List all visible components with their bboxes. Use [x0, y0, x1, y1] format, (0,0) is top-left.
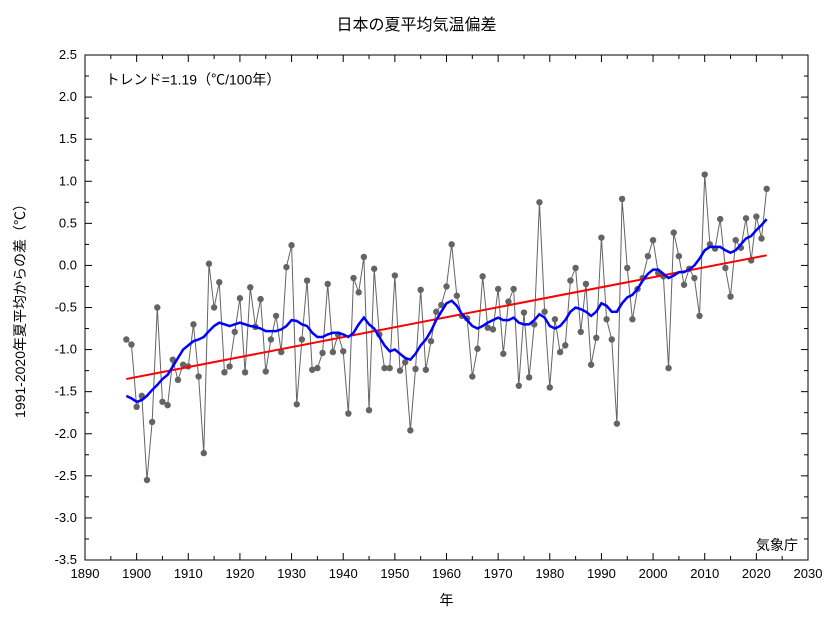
- svg-text:1990: 1990: [587, 566, 616, 581]
- svg-text:2000: 2000: [639, 566, 668, 581]
- svg-text:1910: 1910: [174, 566, 203, 581]
- svg-text:2010: 2010: [690, 566, 719, 581]
- svg-text:-1.0: -1.0: [55, 342, 77, 357]
- svg-text:2020: 2020: [742, 566, 771, 581]
- svg-text:-2.5: -2.5: [55, 468, 77, 483]
- svg-text:-2.0: -2.0: [55, 426, 77, 441]
- svg-text:0.5: 0.5: [59, 215, 77, 230]
- chart-container: 1890 1900 1910 1920 1930 1940 1950 1960 1970 1980…: [0, 0, 833, 625]
- svg-text:1900: 1900: [122, 566, 151, 581]
- svg-text:-3.0: -3.0: [55, 510, 77, 525]
- svg-text:1.0: 1.0: [59, 173, 77, 188]
- temperature-chart: 1890 1900 1910 1920 1930 1940 1950 1960 1970 1980…: [0, 0, 833, 625]
- svg-text:-0.5: -0.5: [55, 300, 77, 315]
- svg-text:1970: 1970: [484, 566, 513, 581]
- chart-title: 日本の夏平均気温偏差: [336, 16, 496, 34]
- svg-text:1890: 1890: [71, 566, 100, 581]
- svg-text:-1.5: -1.5: [55, 384, 77, 399]
- svg-text:1920: 1920: [225, 566, 254, 581]
- svg-text:1980: 1980: [535, 566, 564, 581]
- svg-text:-3.5: -3.5: [55, 552, 77, 567]
- source-label: 気象庁: [756, 537, 798, 553]
- trend-annotation: トレンド=1.19（℃/100年）: [106, 71, 281, 87]
- svg-text:1940: 1940: [329, 566, 358, 581]
- y-axis-label: 1991-2020年夏平均からの差（℃）: [12, 197, 28, 418]
- svg-text:1930: 1930: [277, 566, 306, 581]
- svg-text:2.0: 2.0: [59, 89, 77, 104]
- svg-text:2030: 2030: [794, 566, 823, 581]
- svg-text:1.5: 1.5: [59, 131, 77, 146]
- svg-text:1950: 1950: [380, 566, 409, 581]
- svg-text:0.0: 0.0: [59, 257, 77, 272]
- x-axis-label: 年: [440, 592, 454, 608]
- svg-text:1960: 1960: [432, 566, 461, 581]
- svg-text:2.5: 2.5: [59, 47, 77, 62]
